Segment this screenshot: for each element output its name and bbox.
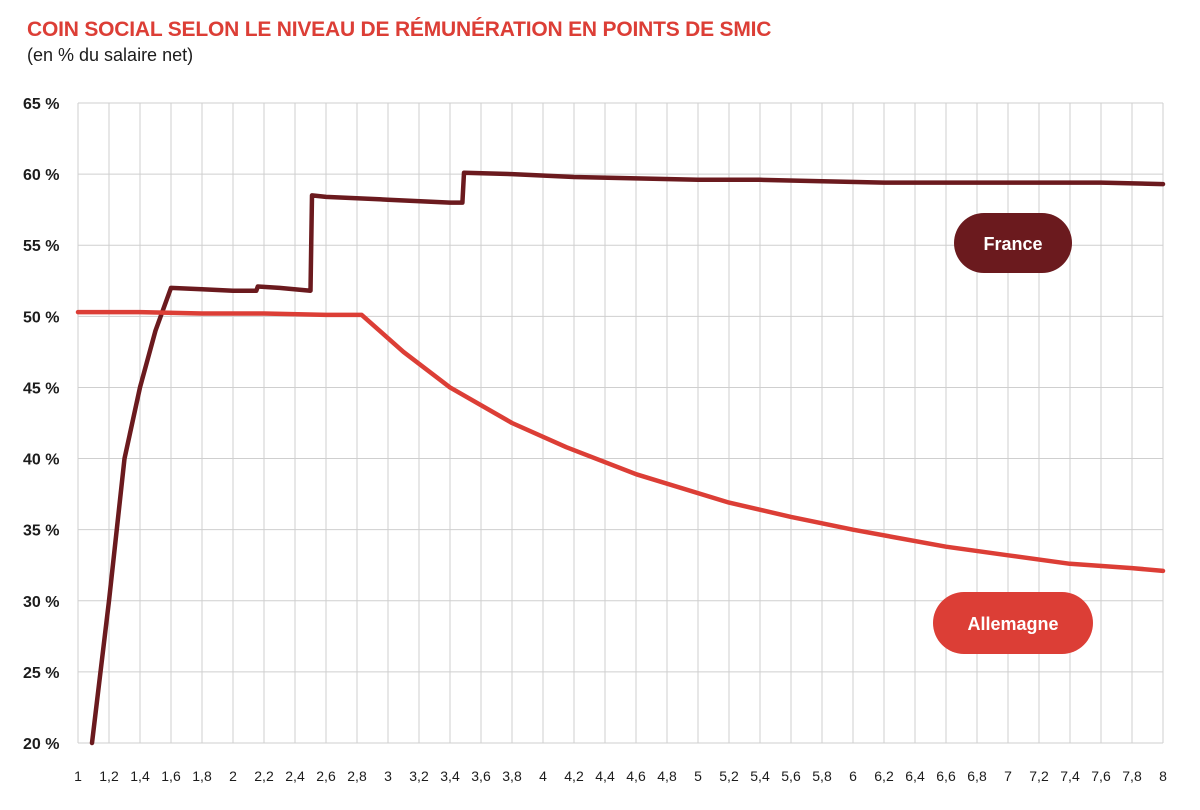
x-axis-labels: 1 1,2 1,4 1,6 1,8 2 2,2 2,4 2,6 2,8 3 3,2 3,4 3,6 3,8 4… (74, 768, 1167, 784)
x-tick-label: 5,6 (781, 768, 801, 784)
x-tick-label: 1,2 (99, 768, 119, 784)
x-tick-label: 7 (1004, 768, 1012, 784)
x-tick-label: 4,4 (595, 768, 615, 784)
chart-subtitle: (en % du salaire net) (27, 45, 194, 65)
x-tick-label: 6,8 (967, 768, 987, 784)
series-line-allemagne (75, 309, 1166, 574)
x-tick-label: 2 (229, 768, 237, 784)
x-tick-label: 2,6 (316, 768, 336, 784)
y-tick-label: 25 % (23, 665, 59, 682)
x-tick-label: 3,6 (471, 768, 491, 784)
x-tick-label: 7,2 (1029, 768, 1049, 784)
chart-title: COIN SOCIAL SELON LE NIVEAU DE RÉMUNÉRAT… (27, 18, 772, 41)
y-tick-label: 55 % (23, 238, 59, 255)
x-tick-label: 1,4 (130, 768, 150, 784)
y-tick-label: 60 % (23, 167, 59, 184)
y-tick-label: 45 % (23, 380, 59, 397)
x-tick-label: 4,6 (626, 768, 646, 784)
x-tick-label: 4,2 (564, 768, 584, 784)
legend-label: Allemagne (967, 614, 1058, 634)
x-tick-label: 6 (849, 768, 857, 784)
series-lines (75, 170, 1166, 746)
series-line-france (89, 170, 1166, 746)
x-tick-label: 5 (694, 768, 702, 784)
x-tick-label: 8 (1159, 768, 1167, 784)
x-tick-label: 4,8 (657, 768, 677, 784)
y-tick-label: 40 % (23, 452, 59, 469)
x-tick-label: 6,2 (874, 768, 894, 784)
x-tick-label: 2,4 (285, 768, 305, 784)
y-tick-label: 65 % (23, 96, 59, 113)
x-tick-label: 5,4 (750, 768, 770, 784)
x-tick-label: 5,8 (812, 768, 832, 784)
y-axis-labels: 20 % 25 % 30 % 35 % 40 % 45 % 50 % 55 % 60 % 65 % (23, 96, 59, 753)
x-tick-label: 7,4 (1060, 768, 1080, 784)
y-tick-label: 35 % (23, 523, 59, 540)
x-tick-label: 2,8 (347, 768, 367, 784)
x-tick-label: 6,4 (905, 768, 925, 784)
x-tick-label: 3,4 (440, 768, 460, 784)
x-tick-label: 3 (384, 768, 392, 784)
x-tick-label: 3,2 (409, 768, 429, 784)
x-tick-label: 6,6 (936, 768, 956, 784)
legend-pill-background (954, 213, 1072, 273)
x-tick-label: 1,6 (161, 768, 181, 784)
y-tick-label: 20 % (23, 736, 59, 753)
legend-pill-allemagne: Allemagne (933, 592, 1093, 654)
legend-label: France (983, 234, 1042, 254)
x-tick-label: 1,8 (192, 768, 212, 784)
x-tick-label: 5,2 (719, 768, 739, 784)
x-tick-label: 1 (74, 768, 82, 784)
x-tick-label: 2,2 (254, 768, 274, 784)
x-tick-label: 7,8 (1122, 768, 1142, 784)
series-labels: France Allemagne (933, 213, 1093, 654)
y-tick-label: 50 % (23, 309, 59, 326)
x-tick-label: 7,6 (1091, 768, 1111, 784)
legend-pill-france: France (954, 213, 1072, 273)
y-tick-label: 30 % (23, 594, 59, 611)
legend-pill-background (933, 592, 1093, 654)
x-tick-label: 3,8 (502, 768, 522, 784)
x-tick-label: 4 (539, 768, 547, 784)
